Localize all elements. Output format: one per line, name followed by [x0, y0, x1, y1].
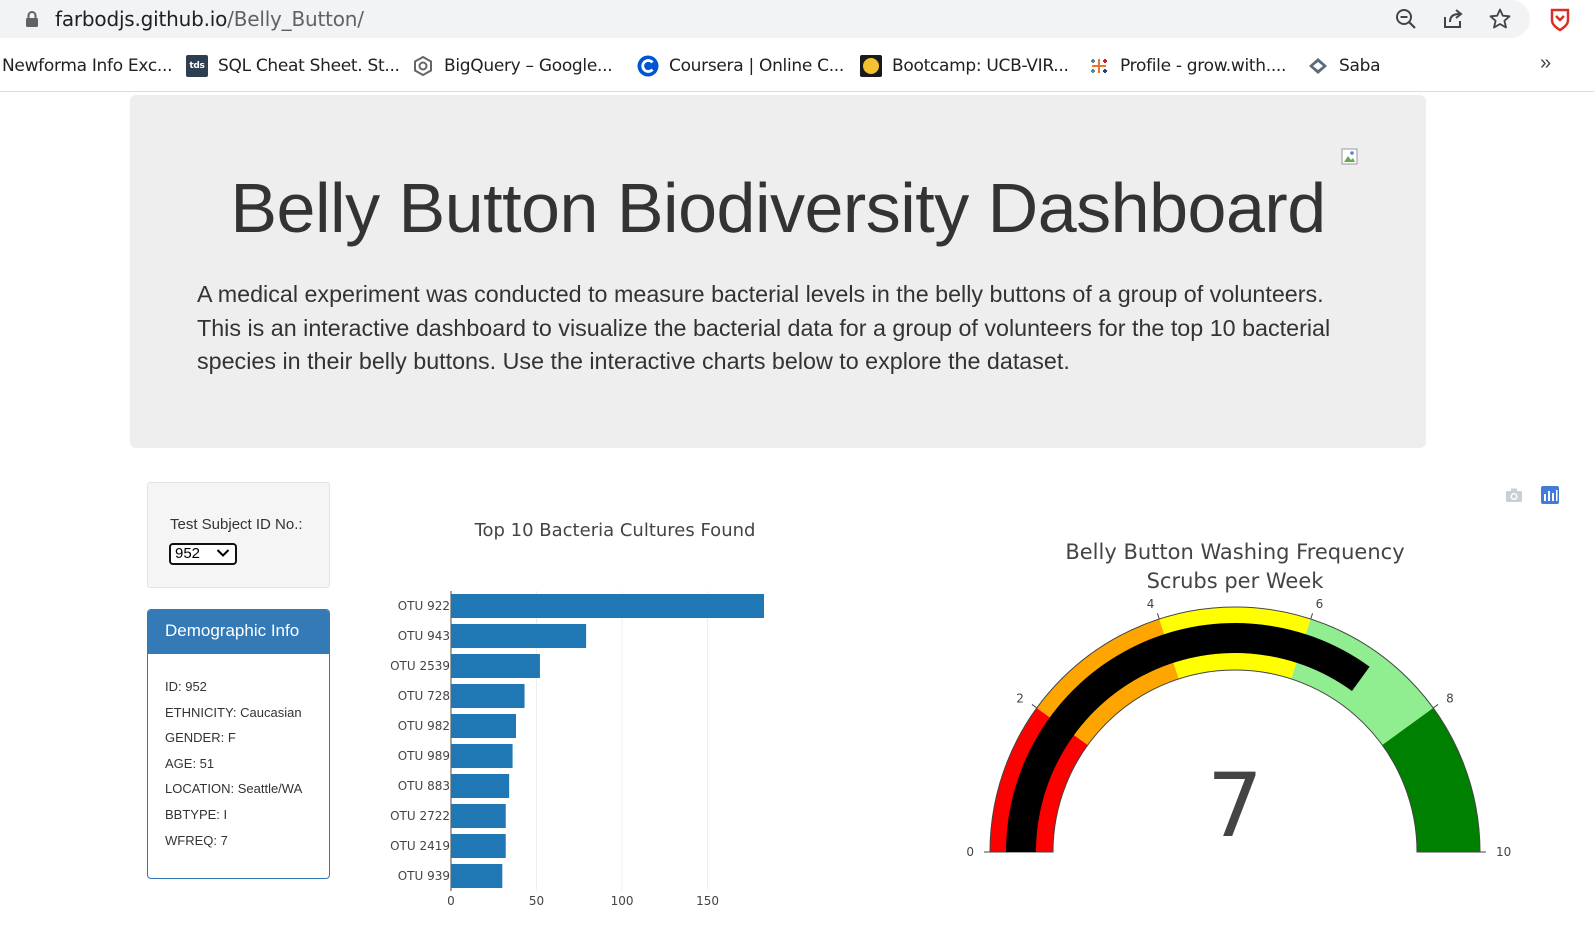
bookmark-label: Newforma Info Exc... — [2, 56, 173, 76]
subject-id-select[interactable]: 952 — [169, 543, 237, 565]
subject-selector-label: Test Subject ID No.: — [170, 516, 303, 533]
share-icon[interactable] — [1441, 7, 1465, 31]
zoom-icon[interactable] — [1394, 7, 1418, 31]
extension-shield-icon[interactable] — [1548, 6, 1572, 32]
bookmark-coursera[interactable]: Coursera | Online C... — [637, 54, 844, 78]
y-tick-label: OTU 728 — [398, 689, 450, 703]
url-path: /Belly_Button/ — [227, 7, 364, 31]
saba-icon — [1309, 58, 1327, 74]
demographic-info-panel: Demographic Info ID: 952 ETHNICITY: Cauc… — [147, 609, 330, 879]
url-field[interactable]: farbodjs.github.io/Belly_Button/ — [0, 0, 1530, 38]
bar — [451, 714, 516, 738]
bigquery-icon — [414, 55, 432, 77]
bookmarks-bar: Newforma Info Exc... tds SQL Cheat Sheet… — [0, 40, 1594, 92]
demo-row-bbtype: BBTYPE: I — [165, 806, 228, 822]
bookmark-label: SQL Cheat Sheet. St... — [218, 56, 400, 76]
url-host: farbodjs.github.io — [55, 7, 228, 31]
gauge-tick — [1156, 613, 1160, 620]
demo-row-wfreq: WFREQ: 7 — [165, 832, 228, 848]
bookmark-star-icon[interactable] — [1488, 7, 1512, 31]
y-tick-label: OTU 943 — [398, 629, 450, 643]
x-tick-label: 50 — [529, 894, 544, 908]
gauge-subtitle: Scrubs per Week — [1147, 569, 1325, 593]
bar — [451, 654, 540, 678]
url-text: farbodjs.github.io/Belly_Button/ — [55, 7, 364, 31]
bookmark-label: Saba — [1339, 56, 1381, 76]
bar — [451, 594, 764, 618]
subject-selector-panel: Test Subject ID No.: 952 — [147, 482, 330, 588]
y-tick-label: OTU 2722 — [390, 809, 450, 823]
gauge-step — [1382, 707, 1480, 852]
demographic-info-heading: Demographic Info — [148, 610, 329, 654]
gauge-tick — [1031, 704, 1038, 709]
bookmark-label: Coursera | Online C... — [669, 56, 845, 76]
bookmark-label: Bootcamp: UCB-VIR... — [892, 56, 1069, 76]
coursera-icon — [637, 55, 659, 77]
gauge-tick — [1310, 613, 1314, 620]
y-tick-label: OTU 2419 — [390, 839, 450, 853]
lock-icon — [26, 11, 38, 27]
demo-row-age: AGE: 51 — [165, 755, 215, 771]
y-tick-label: OTU 883 — [398, 779, 450, 793]
demo-row-gender: GENDER: F — [165, 730, 236, 746]
gauge-tick-label: 2 — [1016, 692, 1024, 706]
browser-address-bar: farbodjs.github.io/Belly_Button/ — [0, 0, 1594, 40]
x-tick-label: 100 — [611, 894, 634, 908]
gauge-tick-label: 6 — [1316, 597, 1324, 611]
page-description: A medical experiment was conducted to me… — [197, 281, 1331, 374]
bar — [451, 864, 503, 888]
demographic-info-body: ID: 952 ETHNICITY: Caucasian GENDER: F A… — [148, 654, 329, 858]
y-tick-label: OTU 989 — [398, 749, 450, 763]
bookmark-sql-cheat-sheet[interactable]: tds SQL Cheat Sheet. St... — [186, 54, 400, 78]
y-tick-label: OTU 982 — [398, 719, 450, 733]
tds-icon: tds — [186, 55, 208, 77]
y-tick-label: OTU 939 — [398, 869, 450, 883]
gauge-tick-label: 10 — [1496, 845, 1511, 859]
bar — [451, 774, 510, 798]
page-title: Belly Button Biodiversity Dashboard — [230, 169, 1326, 247]
plotly-logo-icon[interactable] — [1541, 486, 1559, 504]
wash-frequency-gauge: Belly Button Washing Frequency Scrubs per… — [966, 540, 1511, 859]
bookmark-saba[interactable]: Saba — [1307, 54, 1381, 78]
bar — [451, 624, 587, 648]
bookmark-label: Profile - grow.with.... — [1120, 56, 1287, 76]
demo-row-id: ID: 952 — [165, 679, 207, 694]
subject-id-value: 952 — [175, 545, 201, 562]
bookmark-bigquery[interactable]: BigQuery – Google... — [412, 54, 613, 78]
bookmarks-overflow-button[interactable]: » — [1540, 52, 1552, 74]
bar — [451, 684, 525, 708]
y-tick-label: OTU 2539 — [390, 659, 450, 673]
tableau-icon — [1091, 59, 1107, 73]
gauge-title: Belly Button Washing Frequency — [1065, 540, 1404, 564]
demo-row-ethnicity: ETHNICITY: Caucasian — [165, 704, 302, 720]
gauge-tick — [1432, 704, 1439, 709]
gauge-tick-label: 0 — [966, 845, 974, 859]
bar-chart-title: Top 10 Bacteria Cultures Found — [474, 520, 756, 541]
top10-bar-chart: Top 10 Bacteria Cultures Found 0 50 100 150 O… — [390, 520, 764, 908]
gauge-value-bar — [1006, 623, 1370, 852]
y-tick-label: OTU 922 — [398, 599, 450, 613]
bar — [451, 804, 506, 828]
bookmark-profile-grow[interactable]: Profile - grow.with.... — [1088, 54, 1286, 78]
x-tick-label: 0 — [447, 894, 455, 908]
chevron-down-icon — [216, 549, 230, 557]
bar — [451, 744, 513, 768]
bookmark-bootcamp[interactable]: Bootcamp: UCB-VIR... — [860, 54, 1069, 78]
gauge-tick-label: 4 — [1147, 597, 1155, 611]
bootcamp-icon — [860, 55, 882, 77]
bookmark-label: BigQuery – Google... — [444, 56, 613, 76]
bar — [451, 834, 506, 858]
broken-image-icon — [1341, 148, 1358, 165]
gauge-outline — [989, 606, 1481, 853]
gauge-tick-label: 8 — [1446, 692, 1454, 706]
header-jumbotron: Belly Button Biodiversity Dashboard A me… — [130, 95, 1426, 448]
demo-row-location: LOCATION: Seattle/WA — [165, 781, 303, 797]
camera-icon[interactable] — [1505, 486, 1523, 504]
bookmark-newforma[interactable]: Newforma Info Exc... — [2, 54, 172, 78]
x-tick-label: 150 — [696, 894, 719, 908]
tds-badge: tds — [189, 61, 205, 71]
gauge-value: 7 — [1207, 754, 1263, 857]
